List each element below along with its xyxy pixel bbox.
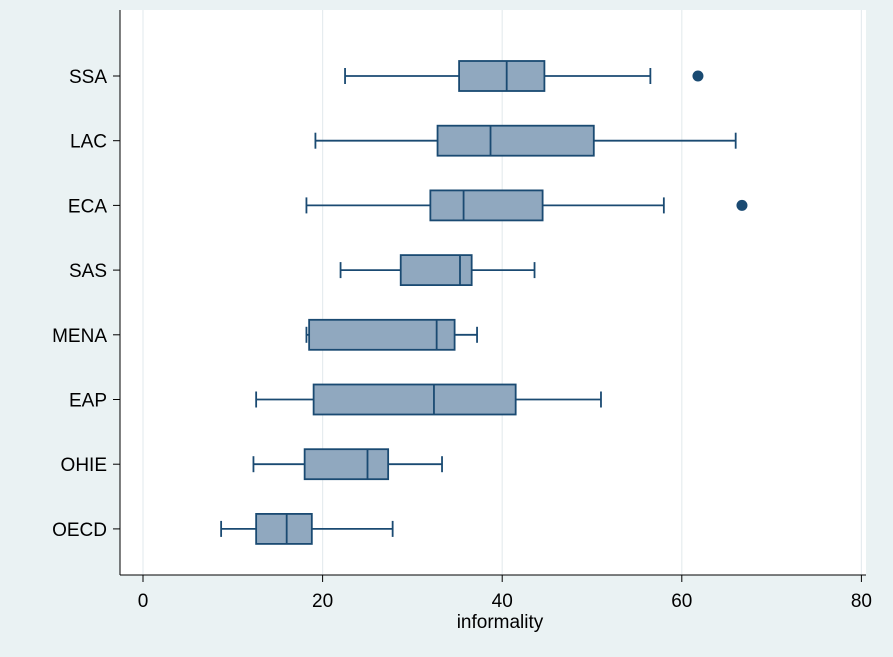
outlier-point (736, 199, 748, 211)
iqr-box (429, 189, 544, 222)
x-tick-label: 80 (851, 591, 872, 612)
box-mena (305, 318, 478, 351)
box-lac (314, 124, 737, 157)
outlier-point (692, 70, 704, 82)
y-tick-label: OHIE (61, 455, 107, 476)
iqr-box (303, 448, 390, 481)
iqr-box (255, 513, 313, 545)
y-tick-label: MENA (52, 326, 107, 347)
box-oecd (220, 513, 394, 545)
iqr-box (458, 60, 546, 92)
iqr-box (436, 124, 595, 157)
iqr-box (308, 318, 456, 351)
y-tick-label: EAP (69, 391, 107, 412)
box-ssa (344, 60, 704, 92)
x-tick-label: 20 (312, 591, 333, 612)
y-tick-label: LAC (70, 132, 107, 153)
iqr-box (312, 383, 517, 416)
x-tick-label: 0 (138, 591, 149, 612)
grid-lines (142, 10, 863, 575)
x-tick-label: 40 (492, 591, 513, 612)
plot-area (120, 10, 866, 575)
iqr-box (399, 254, 473, 287)
x-tick-label: 60 (671, 591, 692, 612)
y-tick-label: SAS (69, 261, 107, 282)
y-tick-label: OECD (52, 520, 107, 541)
box-series (220, 60, 748, 545)
x-axis-ticks: 0 20 40 60 80 (138, 575, 872, 612)
box-eap (255, 383, 602, 416)
y-tick-label: ECA (68, 196, 107, 217)
y-tick-label: SSA (69, 67, 107, 88)
x-axis-title: informality (457, 612, 544, 633)
box-sas (339, 254, 536, 287)
box-ohie (252, 448, 443, 481)
y-axis-ticks: SSA LAC ECA SAS MENA EAP OHIE OECD (52, 67, 120, 541)
box-eca (305, 189, 748, 222)
